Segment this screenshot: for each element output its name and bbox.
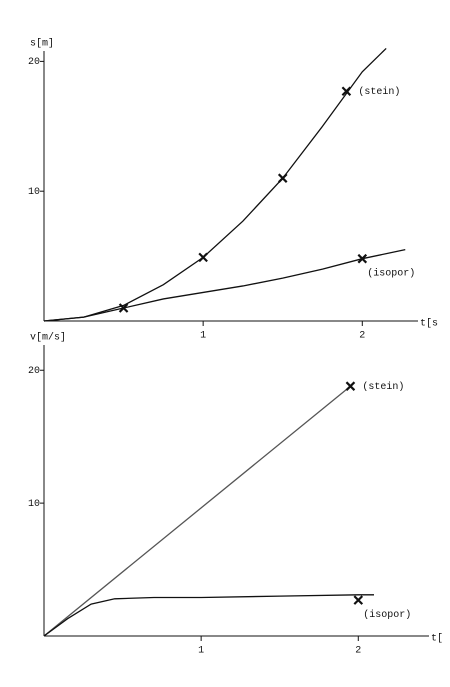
- y-tick-label: 10: [28, 499, 40, 510]
- x-tick-label: 1: [198, 646, 204, 657]
- y-axis-label: v[m/s]: [30, 332, 66, 344]
- y-tick-label: 20: [28, 366, 40, 377]
- data-marker: [345, 381, 356, 391]
- x-tick-label: 1: [200, 331, 206, 342]
- x-tick-label: 2: [359, 331, 365, 342]
- x-tick-label: 2: [355, 646, 361, 657]
- data-marker: [277, 173, 288, 183]
- data-line: [43, 385, 351, 637]
- data-marker: [353, 595, 364, 605]
- series-label: (isopor): [367, 267, 415, 279]
- data-marker: [198, 252, 208, 263]
- series-label: (stein): [362, 381, 404, 393]
- y-tick-label: 20: [28, 57, 40, 68]
- series-label: (isopor): [363, 609, 411, 621]
- data-line: [43, 594, 374, 637]
- x-axis-label: t[s: [420, 318, 438, 330]
- x-axis-label: t[: [431, 633, 443, 645]
- data-line: [43, 248, 406, 322]
- series-label: (stein): [358, 86, 400, 98]
- data-marker: [341, 86, 352, 97]
- y-axis-label: s[m]: [30, 38, 54, 50]
- y-tick-label: 10: [28, 187, 40, 198]
- data-line: [43, 47, 387, 322]
- data-marker: [357, 253, 368, 264]
